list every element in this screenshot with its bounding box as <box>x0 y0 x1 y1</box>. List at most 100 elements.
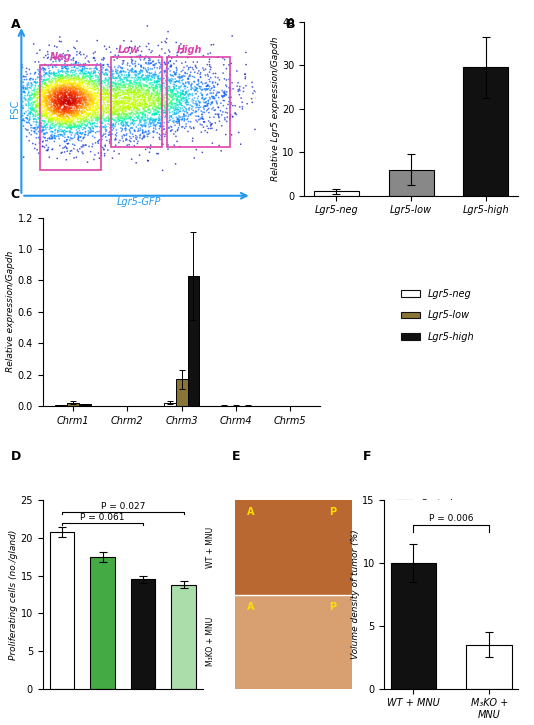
Point <box>86 102 95 114</box>
Point <box>138 109 146 120</box>
Point <box>53 105 61 117</box>
Point <box>112 64 120 75</box>
Point <box>64 86 72 98</box>
Point <box>91 120 99 131</box>
Point <box>138 107 147 118</box>
Point <box>195 102 203 114</box>
Point <box>130 99 139 111</box>
Point <box>56 117 64 129</box>
Point <box>141 101 150 112</box>
Point <box>41 63 49 75</box>
Point <box>59 90 67 102</box>
Point <box>45 71 54 83</box>
Point <box>46 80 54 91</box>
Point <box>119 104 127 115</box>
Point <box>117 74 126 86</box>
Point <box>135 83 144 95</box>
Point <box>119 112 128 124</box>
Point <box>130 108 139 120</box>
Point <box>55 56 64 67</box>
Point <box>93 115 101 126</box>
Point <box>156 98 165 109</box>
Point <box>53 86 62 98</box>
Point <box>11 77 20 88</box>
Point <box>166 83 175 95</box>
Point <box>50 91 59 103</box>
Point <box>83 99 92 110</box>
Point <box>42 105 50 117</box>
Point <box>34 86 42 98</box>
Point <box>181 67 190 79</box>
Point <box>81 99 90 110</box>
Point <box>80 89 89 101</box>
Point <box>144 57 153 69</box>
Point <box>76 112 84 124</box>
Point <box>158 102 166 113</box>
Point <box>43 108 51 120</box>
Point <box>40 95 48 107</box>
Point <box>48 82 56 94</box>
Point <box>183 113 192 125</box>
Point <box>60 95 69 107</box>
Point <box>125 112 134 124</box>
Point <box>184 91 193 102</box>
Point <box>140 130 149 142</box>
Point <box>86 108 95 120</box>
Point <box>128 67 136 78</box>
Point <box>139 62 148 74</box>
Point <box>235 80 244 92</box>
Point <box>58 88 67 99</box>
Point <box>69 106 78 117</box>
Point <box>51 88 59 100</box>
Point <box>153 95 161 107</box>
Point <box>145 88 154 100</box>
Point <box>55 68 64 80</box>
Point <box>70 107 78 119</box>
Point <box>149 82 158 94</box>
Point <box>33 83 42 95</box>
Point <box>138 72 147 84</box>
Point <box>62 107 71 118</box>
Point <box>162 88 171 100</box>
Point <box>85 94 93 105</box>
Point <box>91 149 99 161</box>
Point <box>44 92 53 104</box>
Point <box>84 88 93 99</box>
Point <box>136 67 144 79</box>
Point <box>130 102 138 113</box>
Point <box>78 127 87 138</box>
Point <box>226 99 235 110</box>
Point <box>99 102 107 114</box>
Point <box>144 94 152 106</box>
Point <box>158 89 167 101</box>
Point <box>108 69 116 80</box>
Point <box>241 68 249 80</box>
Point <box>61 60 70 72</box>
Point <box>155 57 164 69</box>
Point <box>123 108 131 120</box>
Point <box>100 87 108 99</box>
Point <box>101 88 109 99</box>
Point <box>161 102 169 113</box>
Point <box>157 125 166 137</box>
Point <box>42 107 51 119</box>
Point <box>154 115 163 126</box>
Point <box>189 136 197 147</box>
Point <box>54 75 62 87</box>
Point <box>61 81 69 93</box>
Point <box>116 112 124 124</box>
Point <box>140 104 148 115</box>
Point <box>66 107 74 119</box>
Point <box>66 106 75 117</box>
Point <box>215 112 223 123</box>
Point <box>96 74 105 86</box>
Point <box>87 115 96 126</box>
Point <box>63 107 72 119</box>
Point <box>50 106 59 117</box>
Point <box>132 102 141 113</box>
Point <box>57 94 66 106</box>
Point <box>53 80 62 91</box>
Point <box>92 71 100 83</box>
Point <box>72 94 80 106</box>
Point <box>82 62 90 74</box>
